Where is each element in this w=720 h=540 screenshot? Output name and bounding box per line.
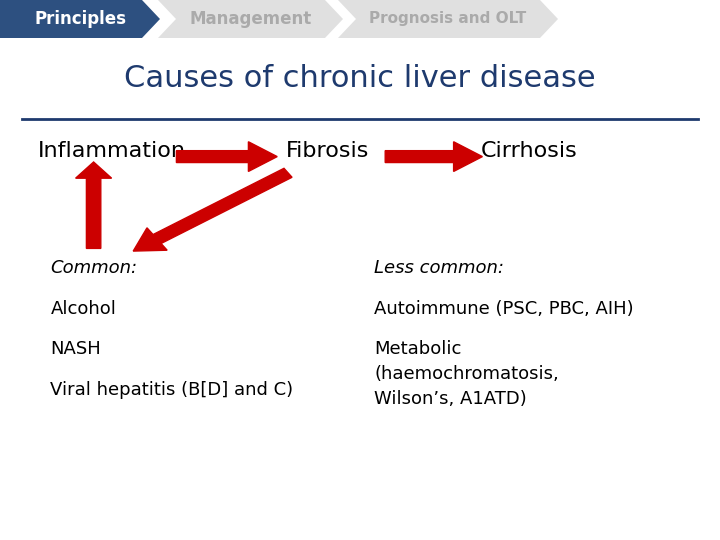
FancyArrow shape [76,162,112,248]
Text: Principles: Principles [34,10,126,28]
FancyArrow shape [133,168,292,251]
FancyArrow shape [176,142,277,172]
Text: Cirrhosis: Cirrhosis [481,141,577,161]
Text: NASH: NASH [50,340,101,358]
Text: Common:: Common: [50,259,138,277]
Text: Inflammation: Inflammation [37,141,186,161]
Text: Less common:: Less common: [374,259,505,277]
Text: Alcohol: Alcohol [50,300,116,318]
Polygon shape [0,0,160,38]
Polygon shape [338,0,558,38]
FancyArrow shape [385,142,482,172]
Text: Prognosis and OLT: Prognosis and OLT [369,11,526,26]
Text: Fibrosis: Fibrosis [286,141,369,161]
Text: Autoimmune (PSC, PBC, AIH): Autoimmune (PSC, PBC, AIH) [374,300,634,318]
Text: Causes of chronic liver disease: Causes of chronic liver disease [124,64,596,93]
Text: Metabolic
(haemochromatosis,
Wilson’s, A1ATD): Metabolic (haemochromatosis, Wilson’s, A… [374,340,559,408]
Text: Management: Management [189,10,312,28]
Text: Viral hepatitis (B[D] and C): Viral hepatitis (B[D] and C) [50,381,294,399]
Polygon shape [158,0,343,38]
